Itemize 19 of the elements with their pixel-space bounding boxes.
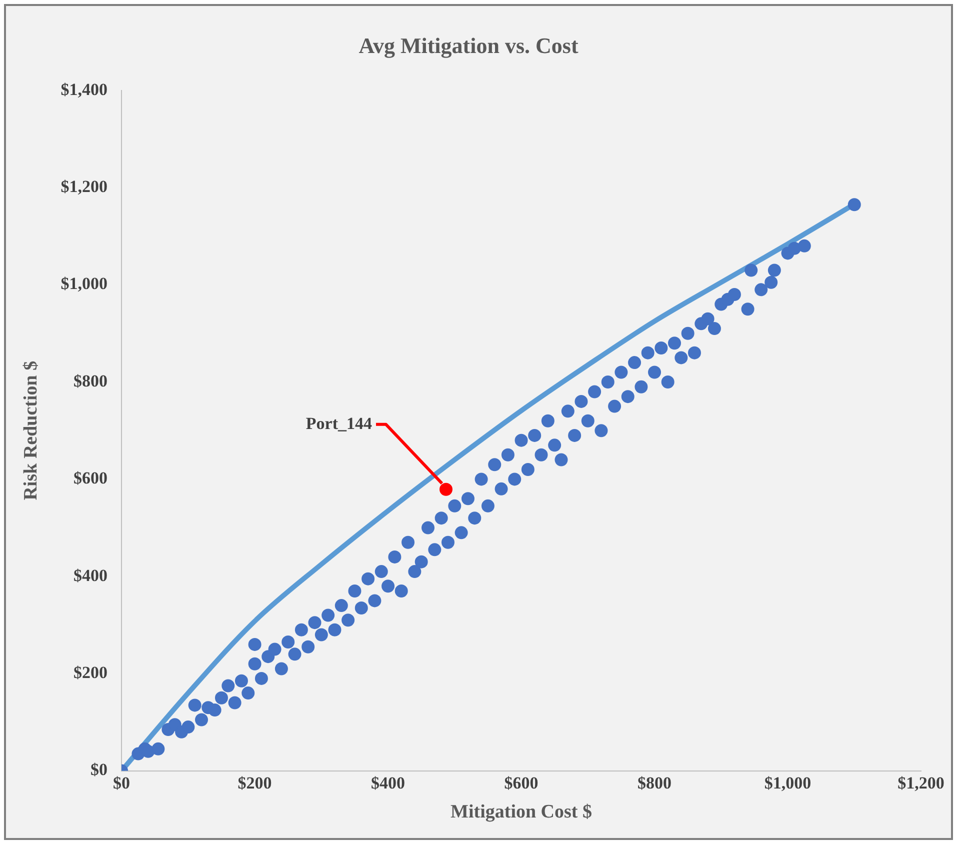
y-tick-label: $400: [74, 566, 108, 585]
x-tick-label: $200: [238, 773, 272, 792]
annotation: Port_144: [306, 414, 372, 433]
x-tick-label: $1,200: [898, 773, 944, 792]
y-tick-label: $0: [90, 760, 108, 780]
y-tick-label: $1,200: [60, 176, 108, 196]
y-tick-label: $200: [74, 662, 108, 682]
x-tick-label: $1,000: [764, 773, 812, 792]
chart-title: Avg Mitigation vs. Cost: [358, 32, 579, 58]
x-tick-label: $400: [371, 773, 406, 792]
x-tick-label: $600: [504, 773, 538, 792]
x-tick-label: $800: [638, 773, 672, 792]
y-tick-label: $600: [74, 468, 108, 488]
y-tick-label: $1,000: [60, 274, 108, 294]
x-axis-title: Mitigation Cost $: [450, 802, 592, 823]
x-tick-label: $0: [113, 773, 130, 792]
y-tick-label: $800: [74, 371, 108, 390]
y-axis-title: Risk Reduction $: [20, 360, 42, 500]
y-tick-label: $1,400: [60, 80, 108, 99]
